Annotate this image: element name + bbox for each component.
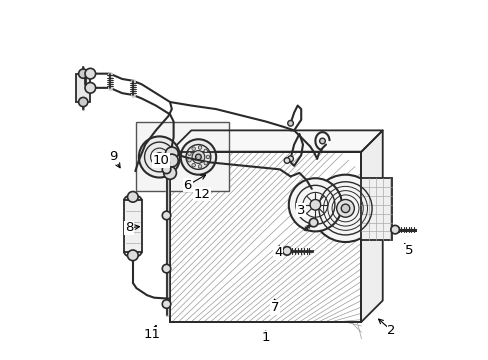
- Circle shape: [311, 175, 378, 242]
- Circle shape: [192, 150, 204, 163]
- Circle shape: [85, 68, 96, 79]
- Text: 7: 7: [270, 301, 278, 314]
- Bar: [76, 74, 90, 102]
- Circle shape: [284, 158, 289, 163]
- Circle shape: [127, 192, 138, 202]
- Circle shape: [309, 199, 320, 210]
- Circle shape: [187, 152, 191, 156]
- Text: 6: 6: [183, 179, 192, 192]
- Circle shape: [181, 139, 216, 175]
- Circle shape: [287, 156, 293, 162]
- Polygon shape: [361, 130, 382, 322]
- Circle shape: [282, 247, 291, 255]
- Circle shape: [165, 147, 178, 160]
- Circle shape: [139, 136, 180, 177]
- Circle shape: [191, 147, 195, 150]
- Circle shape: [191, 163, 195, 167]
- Bar: [170, 152, 361, 322]
- Bar: [136, 122, 228, 191]
- Circle shape: [203, 149, 207, 153]
- Circle shape: [203, 161, 207, 165]
- Circle shape: [163, 167, 176, 179]
- Circle shape: [163, 152, 176, 165]
- Circle shape: [165, 154, 178, 167]
- Text: 12: 12: [193, 188, 210, 201]
- Circle shape: [206, 155, 209, 159]
- Circle shape: [162, 264, 170, 273]
- Text: 2: 2: [386, 324, 395, 337]
- Circle shape: [155, 153, 163, 161]
- Text: 8: 8: [125, 221, 133, 234]
- Circle shape: [162, 300, 170, 308]
- Circle shape: [288, 178, 341, 231]
- Text: 1: 1: [261, 331, 269, 344]
- Circle shape: [162, 211, 170, 220]
- Circle shape: [187, 158, 191, 162]
- Text: 3: 3: [296, 204, 305, 217]
- Bar: [124, 201, 142, 252]
- Text: 11: 11: [143, 328, 161, 341]
- Text: 9: 9: [109, 150, 117, 163]
- Circle shape: [336, 199, 354, 217]
- Bar: [361, 178, 391, 240]
- Circle shape: [85, 82, 96, 93]
- Circle shape: [79, 69, 88, 78]
- Circle shape: [341, 204, 349, 213]
- Text: 4: 4: [273, 246, 282, 259]
- Text: 5: 5: [404, 244, 413, 257]
- Circle shape: [198, 165, 202, 168]
- Circle shape: [198, 146, 202, 149]
- Polygon shape: [170, 130, 382, 152]
- Bar: [170, 152, 361, 322]
- Circle shape: [162, 165, 170, 174]
- Circle shape: [79, 98, 88, 107]
- Circle shape: [319, 138, 325, 144]
- Circle shape: [287, 121, 293, 126]
- Text: 10: 10: [152, 154, 169, 167]
- Circle shape: [127, 250, 138, 261]
- Circle shape: [195, 154, 201, 160]
- Circle shape: [390, 225, 399, 234]
- Circle shape: [309, 218, 317, 227]
